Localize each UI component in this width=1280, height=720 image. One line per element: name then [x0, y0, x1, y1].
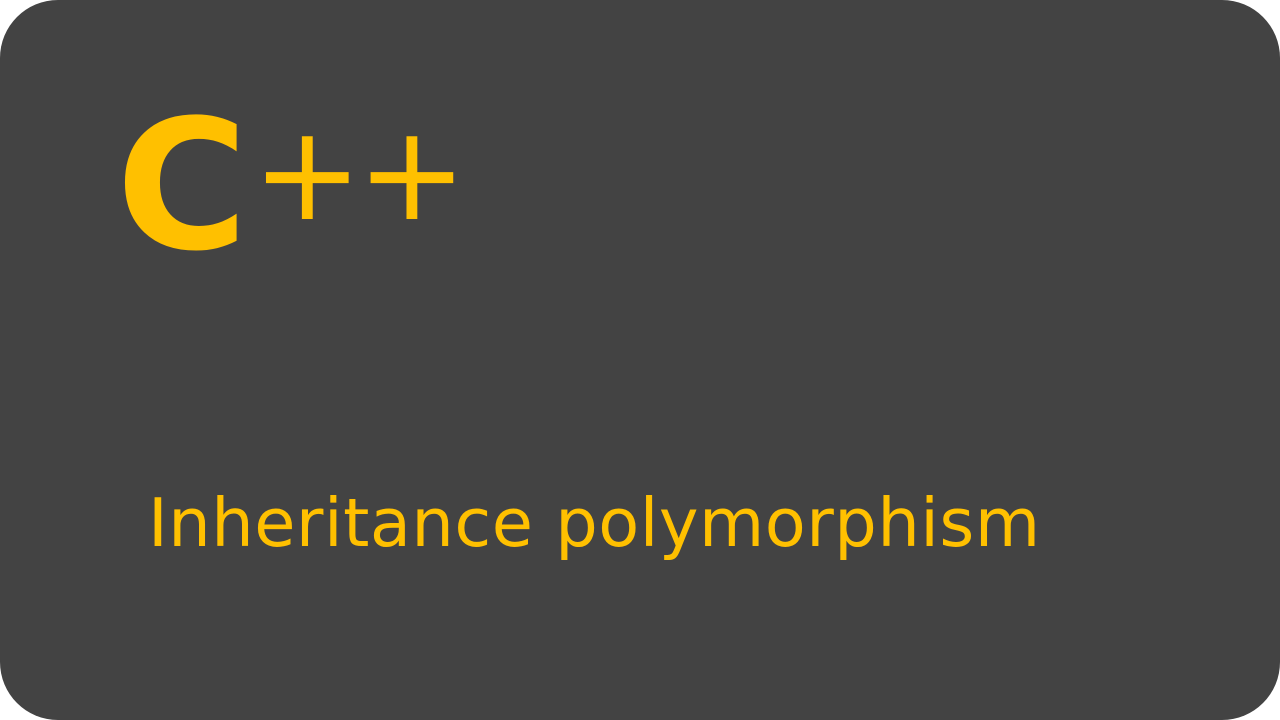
slide-subtitle: Inheritance polymorphism: [148, 484, 1041, 562]
cpp-logo-letter: C: [116, 82, 248, 291]
cpp-logo-suffix: ++: [252, 97, 467, 251]
